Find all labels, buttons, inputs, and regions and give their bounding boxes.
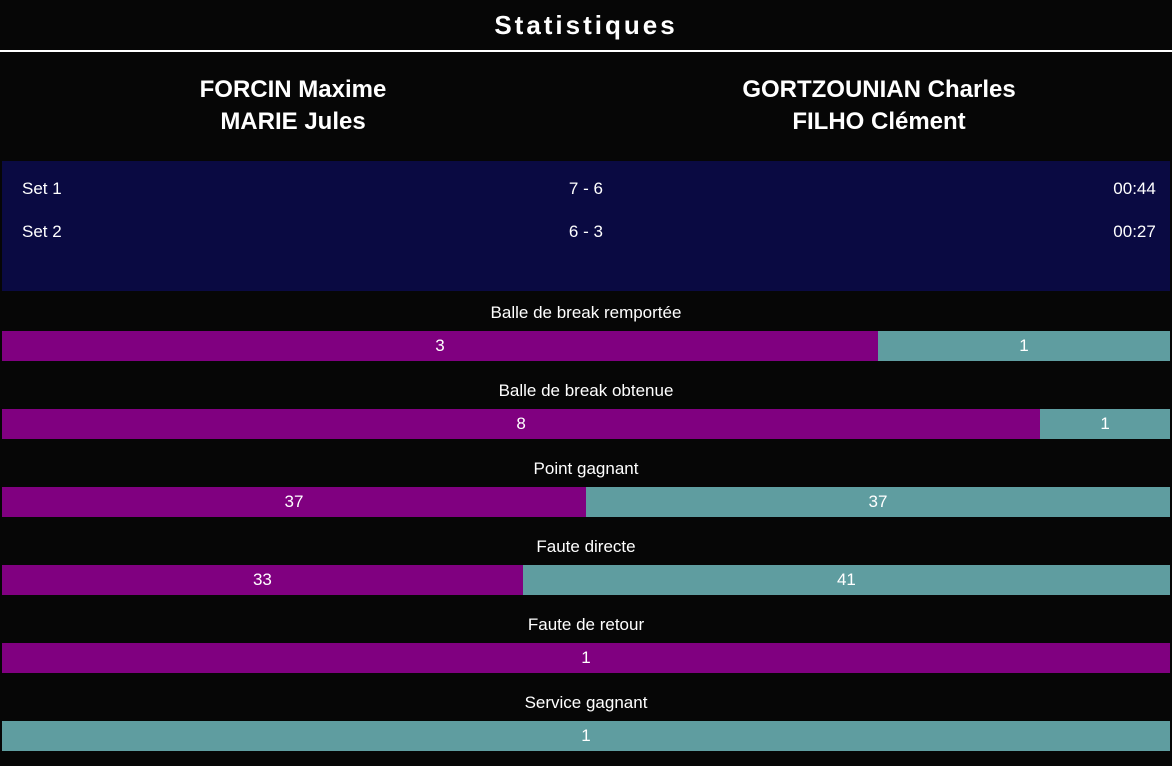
team-right-name: GORTZOUNIAN Charles FILHO Clément — [586, 74, 1172, 138]
stat-bar-left-segment: 3 — [2, 331, 878, 361]
set-label: Set 2 — [22, 221, 62, 241]
stat-bar-right-segment-value: 1 — [1019, 336, 1029, 355]
stat-bar: 1 — [2, 721, 1170, 751]
team-right-line2: FILHO Clément — [792, 108, 966, 135]
stat-label: Faute directe — [536, 537, 636, 556]
stat-bar-left-segment: 37 — [2, 487, 586, 517]
stat-bar-left-segment-value: 37 — [284, 492, 304, 511]
stat-row: Point gagnant 37 37 — [0, 459, 1172, 517]
stat-row: Faute directe 33 41 — [0, 537, 1172, 595]
stat-bar-right-segment-value: 37 — [868, 492, 888, 511]
stat-bar-right-segment: 1 — [878, 331, 1170, 361]
stat-label: Balle de break obtenue — [498, 381, 674, 400]
stat-bar-left-segment-value: 33 — [252, 570, 272, 589]
set-duration: 00:27 — [1113, 221, 1156, 241]
stat-bar-right-segment: 41 — [522, 565, 1170, 595]
team-left-line1: FORCIN Maxime — [199, 76, 387, 103]
stat-bar-right-segment: 1 — [1040, 409, 1170, 439]
stat-bar: 37 37 — [2, 487, 1170, 517]
stat-bar-left-segment: 1 — [2, 643, 1170, 673]
page-title: Statistiques — [494, 9, 678, 40]
team-left-name: FORCIN Maxime MARIE Jules — [0, 74, 586, 138]
stat-label: Service gagnant — [524, 693, 648, 712]
stat-bar-right-segment-value: 1 — [581, 726, 591, 745]
stat-bar-right-segment-value: 1 — [1100, 414, 1110, 433]
teams-row: FORCIN Maxime MARIE Jules GORTZOUNIAN Ch… — [0, 74, 1172, 138]
stat-bar-left-segment-value: 1 — [581, 648, 591, 667]
stat-label: Point gagnant — [533, 459, 639, 478]
team-right-line1: GORTZOUNIAN Charles — [742, 76, 1016, 103]
set-score: 6 - 3 — [568, 221, 603, 241]
stat-bar-left-segment: 33 — [2, 565, 523, 595]
stat-label: Balle de break remportée — [490, 303, 682, 322]
stats-list: Balle de break remportée 3 1 Balle de break… — [0, 303, 1172, 751]
set-score: 7 - 6 — [568, 178, 603, 198]
stat-bar-right-segment: 37 — [586, 487, 1170, 517]
header: Statistiques — [0, 0, 1172, 52]
set-label: Set 1 — [22, 178, 62, 198]
stat-row: Service gagnant 1 — [0, 693, 1172, 751]
stat-bar-right-segment-value: 41 — [836, 570, 856, 589]
stat-row: Balle de break remportée 3 1 — [0, 303, 1172, 361]
stat-bar-left-segment-value: 8 — [516, 414, 526, 433]
stat-row: Balle de break obtenue 8 1 — [0, 381, 1172, 439]
set-row: Set 2 6 - 3 00:27 — [2, 210, 1170, 253]
stat-label: Faute de retour — [527, 615, 645, 634]
stat-row: Faute de retour 1 — [0, 615, 1172, 673]
stat-bar: 1 — [2, 643, 1170, 673]
set-duration: 00:44 — [1113, 178, 1156, 198]
set-row: Set 1 7 - 6 00:44 — [2, 167, 1170, 210]
stat-bar: 33 41 — [2, 565, 1170, 595]
stat-bar-left-segment: 8 — [2, 409, 1041, 439]
stat-bar-right-segment: 1 — [2, 721, 1170, 751]
stat-bar-left-segment-value: 3 — [435, 336, 445, 355]
team-left-line2: MARIE Jules — [220, 108, 366, 135]
sets-panel: Set 1 7 - 6 00:44 Set 2 6 - 3 00:27 — [2, 161, 1170, 291]
